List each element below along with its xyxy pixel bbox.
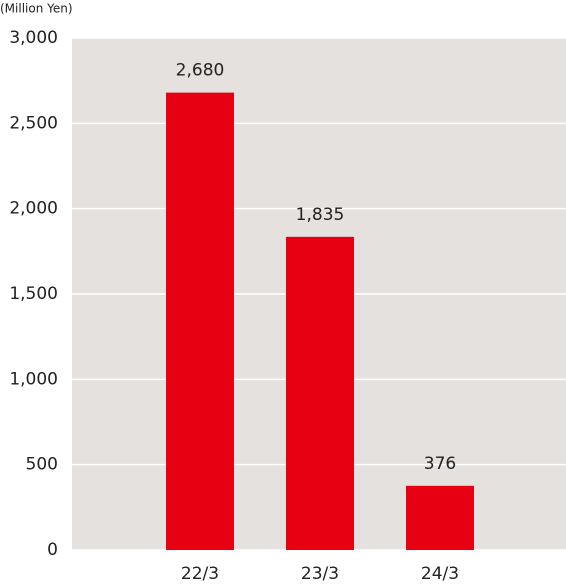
y-tick-label: 1,000 (9, 369, 58, 389)
y-tick-label: 0 (47, 540, 58, 560)
y-tick-label: 1,500 (9, 284, 58, 304)
y-axis-label: (Million Yen) (0, 2, 73, 16)
y-tick-label: 500 (26, 455, 58, 475)
y-tick-label: 2,500 (9, 113, 58, 133)
value-label: 1,835 (296, 205, 345, 225)
bar (406, 485, 474, 550)
value-label: 2,680 (176, 61, 225, 81)
bar (166, 92, 234, 550)
y-tick-label: 3,000 (9, 28, 58, 48)
x-tick-label: 24/3 (421, 564, 459, 584)
x-tick-label: 23/3 (301, 564, 339, 584)
bar (286, 236, 354, 550)
x-tick-label: 22/3 (181, 564, 219, 584)
value-label: 376 (424, 454, 456, 474)
y-tick-label: 2,000 (9, 199, 58, 219)
